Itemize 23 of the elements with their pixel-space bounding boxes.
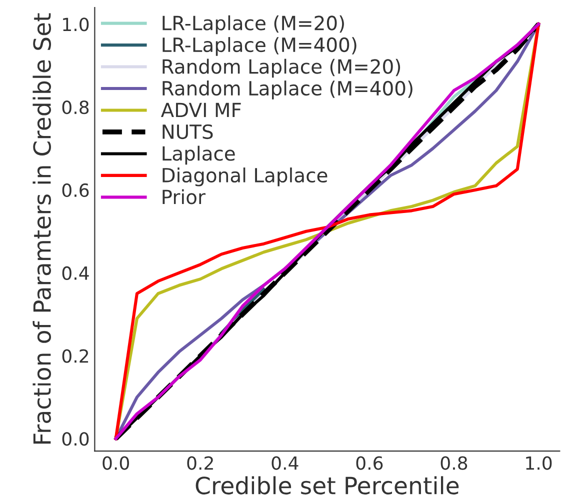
x-tick-label: 0.2: [187, 456, 213, 470]
legend-label: ADVI MF: [160, 102, 241, 118]
x-tick-label: 1.0: [526, 456, 552, 470]
x-tick-label: 0.6: [356, 456, 383, 470]
x-tick-label: 0.0: [102, 456, 129, 470]
legend-label: Laplace: [162, 146, 235, 165]
legend-label: Prior: [162, 189, 206, 204]
legend-label: Random Laplace (M=20): [162, 58, 400, 78]
x-tick-label: 0.4: [272, 456, 298, 470]
y-axis-title: Fraction of Paramters in Credible Set: [32, 13, 52, 444]
y-tick-label: 1.0: [63, 18, 89, 32]
y-tick-label: 0.8: [62, 100, 89, 114]
legend-label: Random Laplace (M=400): [162, 80, 412, 100]
y-tick-label: 0.6: [62, 183, 89, 198]
legend-label: NUTS: [162, 124, 213, 140]
x-axis-title: Credible set Percentile: [196, 476, 459, 494]
x-tick-label: 0.8: [440, 456, 468, 470]
legend-label: Diagonal Laplace: [162, 167, 328, 186]
legend-label: LR-Laplace (M=20): [162, 15, 344, 34]
y-tick-label: 0.2: [62, 349, 88, 363]
y-tick-label: 0.4: [62, 266, 89, 280]
legend-label: LR-Laplace (M=400): [162, 37, 356, 56]
y-tick-label: 0.0: [62, 432, 89, 446]
